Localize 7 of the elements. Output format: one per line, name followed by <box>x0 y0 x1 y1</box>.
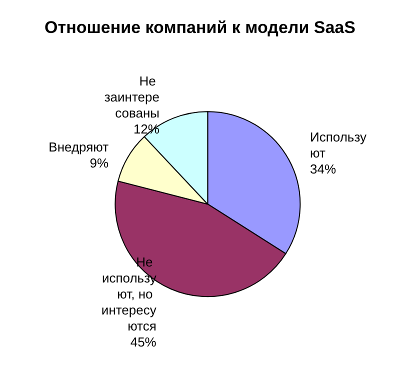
data-label: 9% <box>90 156 110 171</box>
chart-title: Отношение компаний к модели SaaS <box>44 18 356 37</box>
slice-label: Внедряют <box>48 140 109 155</box>
slice-label: Не заинтересованы <box>104 74 160 121</box>
data-label: 34% <box>310 161 336 176</box>
slice-label: Используют <box>310 129 368 160</box>
data-label: 45% <box>130 334 157 350</box>
